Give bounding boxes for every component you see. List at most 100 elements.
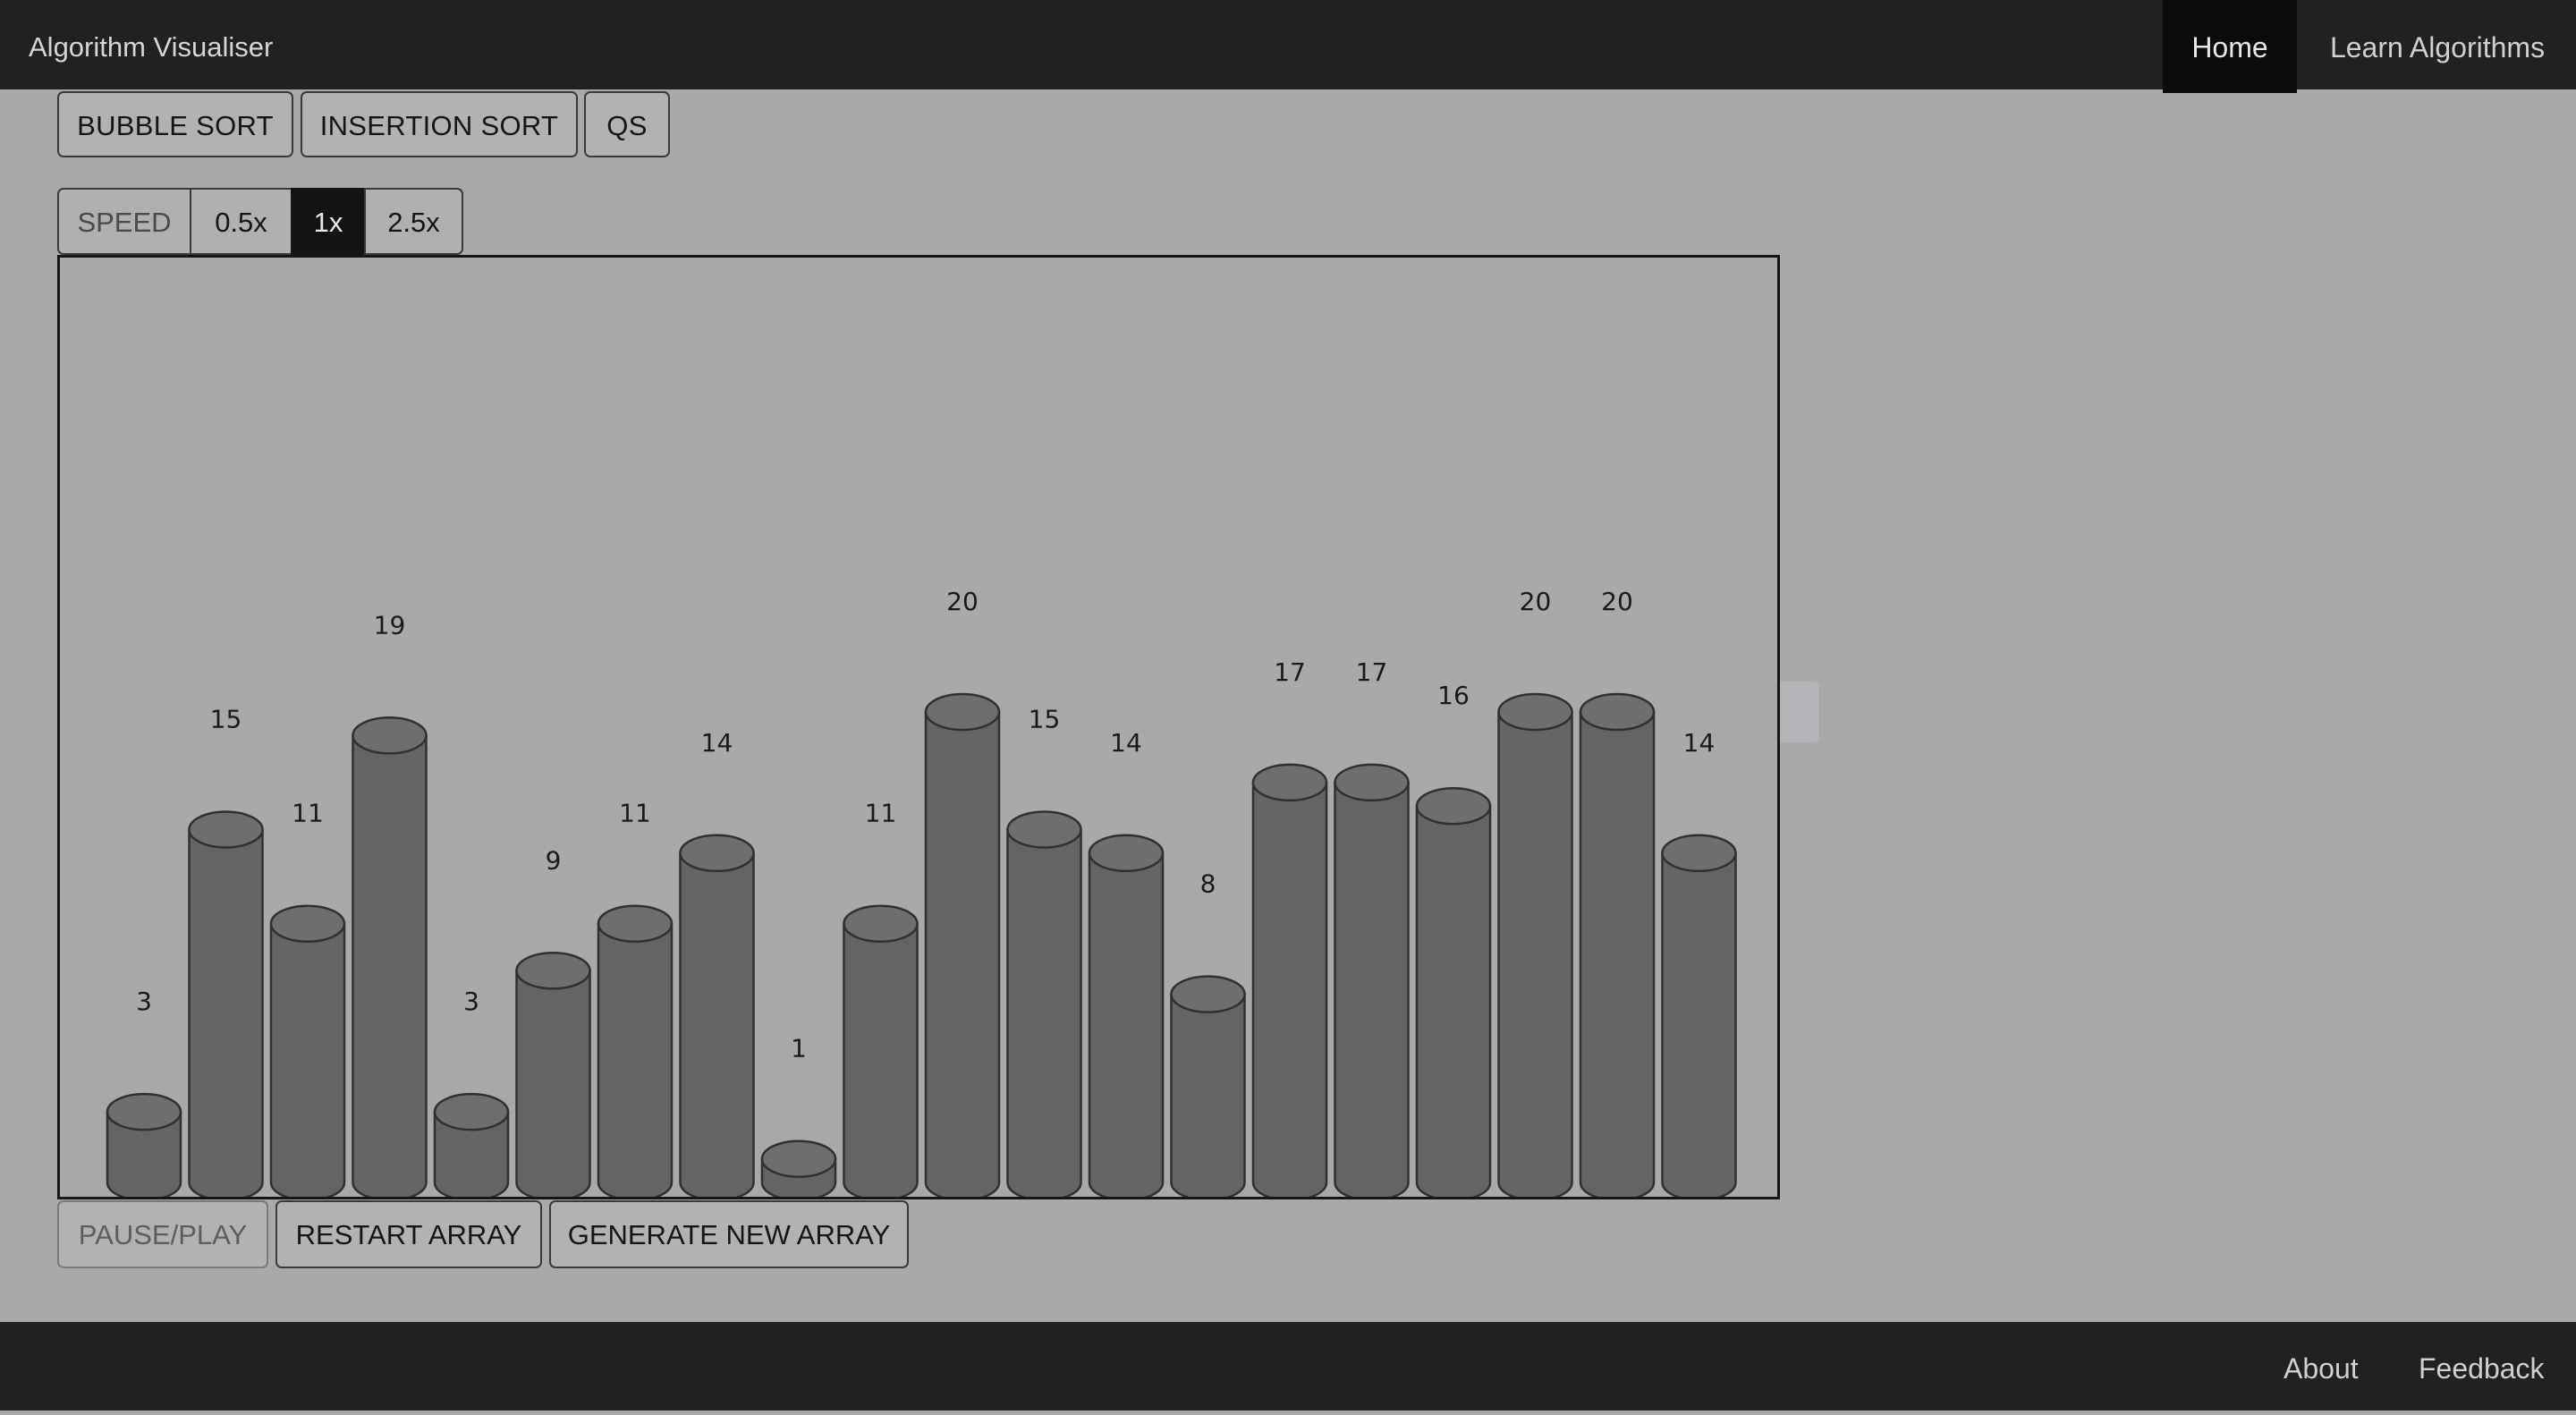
bar-top [679,834,755,873]
bar-value-label: 9 [546,845,562,875]
overlay-handle [1780,682,1819,742]
speed-option-2-5x[interactable]: 2.5x [364,188,463,255]
bar-body [1415,804,1492,1197]
bar: 14 [679,728,755,1197]
bar: 15 [1006,705,1082,1197]
footer-feedback-link[interactable]: Feedback [2419,1352,2545,1385]
bar-value-label: 15 [210,705,242,734]
bar-value-label: 14 [1683,728,1716,758]
bar-value-label: 20 [1601,587,1633,616]
bar: 3 [433,987,510,1197]
bar-top [1251,763,1328,802]
bar: 8 [1170,869,1246,1197]
bar-value-label: 15 [1029,705,1061,734]
bar-value-label: 19 [374,610,406,640]
bar-value-label: 11 [292,799,324,828]
speed-label: SPEED [57,188,191,255]
bar: 11 [597,799,674,1197]
speed-option-1x[interactable]: 1x [291,188,366,255]
bar-value-label: 8 [1200,869,1216,899]
bar-value-label: 3 [136,987,152,1016]
speed-option-0-5x[interactable]: 0.5x [190,188,292,255]
bar: 16 [1415,681,1492,1197]
bar-body [1661,852,1737,1197]
bar-body [269,922,346,1197]
bar-value-label: 11 [619,799,651,828]
insertion-sort-button[interactable]: INSERTION SORT [301,91,578,157]
bar-body [1006,828,1082,1197]
bar-top [1334,763,1410,802]
bar-body [597,922,674,1197]
bar-value-label: 17 [1274,657,1306,687]
bar: 17 [1251,657,1328,1197]
bar-body [433,1110,510,1197]
bar-value-label: 16 [1437,681,1470,710]
bar-value-label: 17 [1356,657,1388,687]
bar-value-label: 1 [791,1034,807,1063]
bar-value-label: 20 [946,587,979,616]
pause-play-button[interactable]: PAUSE/PLAY [57,1200,268,1268]
quick-sort-button[interactable]: QS [584,91,670,157]
bar: 11 [843,799,919,1197]
bar-body [679,852,755,1197]
bar-top [188,810,264,849]
bar-top [515,952,591,990]
bar-value-label: 14 [1110,728,1142,758]
restart-array-button[interactable]: RESTART ARRAY [275,1200,542,1268]
bar-top [352,716,428,755]
bar-body [352,734,428,1197]
bar-top [1006,810,1082,849]
bar-body [1497,710,1573,1197]
bar-body [1170,993,1246,1197]
bar: 14 [1661,728,1737,1197]
bar-top [433,1092,510,1131]
bar-top [1415,786,1492,826]
bar: 14 [1088,728,1165,1197]
bar: 15 [188,705,264,1197]
bar-body [1251,781,1328,1197]
bar-value-label: 14 [701,728,733,758]
footer-about-link[interactable]: About [2284,1352,2359,1385]
visualiser-chart: 3 15 11 19 3 9 11 14 1 11 20 15 14 8 17 17 16 20 20 14 [57,255,1780,1199]
bar-top [597,904,674,943]
footer-bar [0,1322,2576,1411]
bar: 20 [1579,587,1656,1197]
bar-top [1579,692,1656,732]
bar: 17 [1334,657,1410,1197]
bar-top [1497,692,1573,732]
bar-top [106,1092,182,1131]
bar-top [760,1140,837,1178]
bar-body [515,970,591,1197]
bar-top [269,904,346,943]
bar-value-label: 11 [865,799,897,828]
bar-top [1170,975,1246,1013]
bar: 20 [1497,587,1573,1197]
bar-body [1334,781,1410,1197]
generate-new-array-button[interactable]: GENERATE NEW ARRAY [549,1200,909,1268]
bar-body [1579,710,1656,1197]
bar-body [843,922,919,1197]
bar: 1 [760,1034,837,1197]
bar-top [1088,834,1165,873]
bar-top [1661,834,1737,873]
top-navbar [0,0,2576,89]
nav-learn-algorithms[interactable]: Learn Algorithms [2329,31,2546,64]
bar-value-label: 20 [1520,587,1552,616]
bar-body [106,1110,182,1197]
bar: 3 [106,987,182,1197]
bubble-sort-button[interactable]: BUBBLE SORT [57,91,293,157]
bar: 19 [352,610,428,1197]
bar: 11 [269,799,346,1197]
brand-title[interactable]: Algorithm Visualiser [29,31,274,63]
bar-body [188,828,264,1197]
bar-body [924,710,1001,1197]
nav-home[interactable]: Home [2163,0,2297,93]
speed-selector: SPEED 0.5x 1x 2.5x [57,188,463,255]
bar: 20 [924,587,1001,1197]
bar-top [924,692,1001,732]
bar-value-label: 3 [463,987,479,1016]
bar-body [1088,852,1165,1197]
bar-top [843,904,919,943]
bar: 9 [515,845,591,1197]
